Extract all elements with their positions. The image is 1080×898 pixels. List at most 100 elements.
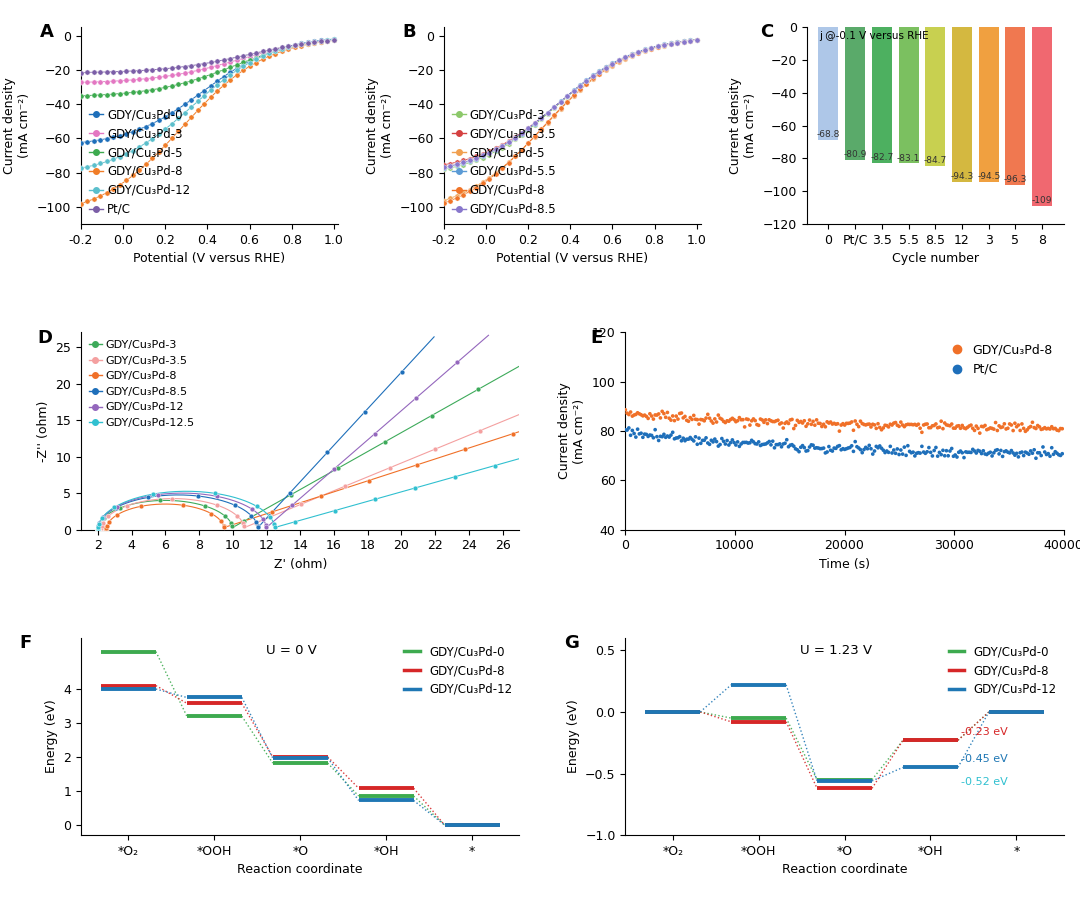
Point <box>286 39 303 53</box>
Point <box>170 101 187 116</box>
Point <box>474 148 491 163</box>
Point <box>150 82 167 96</box>
Point <box>494 137 511 152</box>
Point <box>235 519 253 533</box>
Point <box>791 415 808 429</box>
Point <box>92 75 109 89</box>
Point <box>90 523 107 537</box>
Point <box>978 422 996 436</box>
Point <box>72 89 90 103</box>
Point <box>764 414 781 428</box>
Point <box>681 34 699 48</box>
Point <box>1008 419 1025 434</box>
Point <box>325 33 342 48</box>
Point <box>881 417 899 431</box>
Point <box>923 418 941 433</box>
Point <box>908 418 926 433</box>
Point <box>649 39 666 53</box>
Point <box>904 445 921 460</box>
Point <box>260 46 278 60</box>
Point <box>545 100 563 114</box>
Point <box>829 439 847 453</box>
Point <box>267 47 284 61</box>
Point <box>513 128 530 142</box>
Point <box>90 523 107 537</box>
Point <box>1018 446 1036 461</box>
Point <box>157 62 174 76</box>
Point <box>539 106 556 120</box>
Point <box>801 440 819 454</box>
Point <box>822 415 839 429</box>
Point <box>1043 441 1061 455</box>
Point <box>97 522 114 536</box>
Point <box>773 440 791 454</box>
Point <box>699 407 716 421</box>
Point <box>987 416 1004 430</box>
Point <box>325 32 342 47</box>
Point <box>254 48 271 62</box>
Point <box>881 439 899 453</box>
Point <box>769 413 786 427</box>
Point <box>504 427 522 441</box>
Point <box>782 438 799 453</box>
Point <box>839 416 856 430</box>
Point <box>675 431 692 445</box>
Point <box>90 522 107 536</box>
Point <box>982 445 999 460</box>
Point <box>755 415 772 429</box>
Point <box>124 85 141 100</box>
Point <box>827 441 845 455</box>
Point <box>552 94 569 109</box>
Point <box>764 434 781 448</box>
Point <box>337 479 354 493</box>
Point <box>312 489 329 504</box>
Point <box>519 121 537 136</box>
Point <box>474 149 491 163</box>
Point <box>131 140 148 154</box>
Point <box>258 520 275 534</box>
Point <box>838 416 855 430</box>
Point <box>299 36 316 50</box>
Point <box>688 32 705 47</box>
Point <box>649 39 666 53</box>
Point <box>996 417 1013 431</box>
Point <box>825 441 842 455</box>
Point <box>312 35 329 49</box>
Point <box>446 470 463 484</box>
Point <box>1010 450 1027 464</box>
Point <box>306 36 323 50</box>
Point <box>448 157 465 172</box>
Point <box>325 462 342 477</box>
Point <box>565 84 582 98</box>
Point <box>247 515 265 530</box>
Point <box>636 44 653 58</box>
Point <box>741 418 758 432</box>
Point <box>1040 421 1057 436</box>
Text: U = 0 V: U = 0 V <box>266 644 316 657</box>
Point <box>1040 446 1057 461</box>
Point <box>824 417 841 431</box>
Point <box>622 428 639 443</box>
Point <box>649 40 666 54</box>
Point <box>455 155 472 170</box>
Point <box>864 417 881 431</box>
Point <box>195 84 213 98</box>
Point <box>228 50 245 65</box>
Point <box>748 436 766 451</box>
Point <box>170 124 187 138</box>
Point <box>565 84 582 98</box>
Point <box>98 521 116 535</box>
Point <box>757 436 774 451</box>
Point <box>1049 446 1066 461</box>
Point <box>513 143 530 157</box>
Point <box>976 447 994 462</box>
Point <box>984 449 1001 463</box>
Point <box>94 510 111 524</box>
Point <box>90 520 107 534</box>
Text: -82.7: -82.7 <box>870 153 893 162</box>
Point <box>381 461 399 475</box>
Point <box>90 523 107 537</box>
Text: B: B <box>403 23 417 41</box>
Point <box>785 439 802 453</box>
Point <box>675 34 692 48</box>
